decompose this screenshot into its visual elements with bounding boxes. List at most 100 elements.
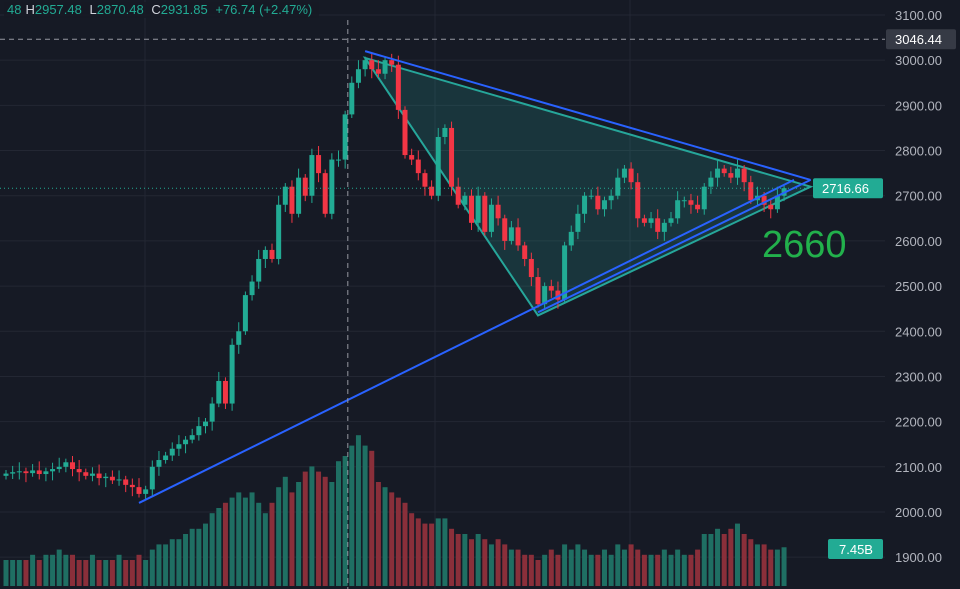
candle-body xyxy=(103,476,109,479)
candle-body xyxy=(116,479,122,481)
candle-body xyxy=(229,344,235,404)
volume-bar xyxy=(89,554,95,586)
volume-bar xyxy=(30,554,36,586)
candle-body xyxy=(63,462,69,467)
volume-bar xyxy=(442,518,448,586)
volume-bar xyxy=(588,554,594,586)
y-tick-label: 2200.00 xyxy=(895,415,942,430)
candle-body xyxy=(409,155,415,160)
trendline-triangle-lower-blue xyxy=(537,179,812,314)
volume-bar xyxy=(768,549,774,586)
volume-bar xyxy=(169,539,175,586)
volume-bar xyxy=(562,544,568,586)
volume-bar xyxy=(183,534,189,586)
candle-body xyxy=(216,380,222,404)
candle-body xyxy=(3,473,9,476)
candle-body xyxy=(761,195,767,205)
candle-body xyxy=(502,218,508,241)
volume-bar xyxy=(542,554,548,586)
candle-body xyxy=(748,182,754,201)
volume-bar xyxy=(256,502,262,586)
volume-bar xyxy=(422,523,428,586)
volume-bar xyxy=(615,544,621,586)
candle-body xyxy=(196,426,202,436)
crosshair-price-label: 3046.44 xyxy=(895,32,942,47)
volume-bar xyxy=(402,502,408,586)
volume-bar xyxy=(296,482,302,586)
candle-body xyxy=(595,195,601,210)
volume-bar xyxy=(648,554,654,586)
last-volume-badge xyxy=(828,539,883,559)
volume-bar xyxy=(515,549,521,586)
candle-body xyxy=(495,204,501,219)
candle-body xyxy=(375,69,381,74)
candle-body xyxy=(83,472,89,476)
candle-body xyxy=(129,484,135,488)
volume-bar xyxy=(129,560,135,586)
volume-bar xyxy=(36,560,42,586)
candle-body xyxy=(282,186,288,205)
candle-body xyxy=(256,258,262,282)
candle-body xyxy=(149,466,155,490)
candle-body xyxy=(43,471,49,475)
candle-body xyxy=(695,204,701,210)
candle-body xyxy=(262,249,268,259)
candle-body xyxy=(515,227,521,246)
volume-bar xyxy=(449,528,455,586)
volume-bar xyxy=(375,482,381,586)
candle-body xyxy=(635,182,641,219)
volume-bar xyxy=(196,528,202,586)
trendline-triangle-upper-blue xyxy=(364,50,811,181)
candle-body xyxy=(203,421,208,427)
candle-body xyxy=(322,173,328,214)
candle-body xyxy=(688,200,694,205)
volume-bar xyxy=(608,554,614,586)
candle-body xyxy=(209,403,215,422)
candle-body xyxy=(741,168,747,183)
candle-body xyxy=(449,127,455,187)
candle-body xyxy=(309,155,315,196)
candle-body xyxy=(488,204,494,232)
candle-body xyxy=(222,380,228,404)
volume-bar xyxy=(415,518,421,586)
volume-bar xyxy=(236,492,242,586)
volume-bar xyxy=(229,497,235,586)
candle-body xyxy=(89,473,95,476)
candle-body xyxy=(422,173,428,187)
candle-body xyxy=(735,168,740,178)
candle-body xyxy=(602,200,607,210)
y-tick-label: 2900.00 xyxy=(895,98,942,113)
volume-bar xyxy=(641,554,647,586)
candle-body xyxy=(402,109,408,156)
trendline-support xyxy=(138,179,795,504)
volume-bar xyxy=(781,547,787,586)
volume-bar xyxy=(143,560,149,586)
candle-body xyxy=(36,470,42,475)
candle-body xyxy=(721,168,727,174)
candle-body xyxy=(475,195,481,223)
volume-bar xyxy=(469,539,474,586)
volume-bar xyxy=(661,549,667,586)
change-value: +76.74 (+2.47%) xyxy=(215,2,313,17)
candle-body xyxy=(462,195,468,205)
candle-body xyxy=(136,487,142,494)
candle-body xyxy=(389,60,395,65)
volume-bar xyxy=(123,560,129,586)
crosshair-price-badge xyxy=(886,29,956,50)
high-value: 2957.48 xyxy=(34,2,82,17)
volume-bar xyxy=(382,487,388,586)
last-volume-label: 7.45B xyxy=(839,542,873,557)
volume-bar xyxy=(249,492,255,586)
candle-body xyxy=(76,469,82,473)
candle-body xyxy=(508,227,514,241)
candle-body xyxy=(415,159,421,174)
candle-body xyxy=(728,173,734,178)
volume-bar xyxy=(43,554,49,586)
candle-body xyxy=(183,439,189,445)
volume-bar xyxy=(63,554,69,586)
price-annotation[interactable]: 2660 xyxy=(762,224,847,266)
candle-body xyxy=(342,114,348,160)
last-price-label: 2716.66 xyxy=(822,181,869,196)
